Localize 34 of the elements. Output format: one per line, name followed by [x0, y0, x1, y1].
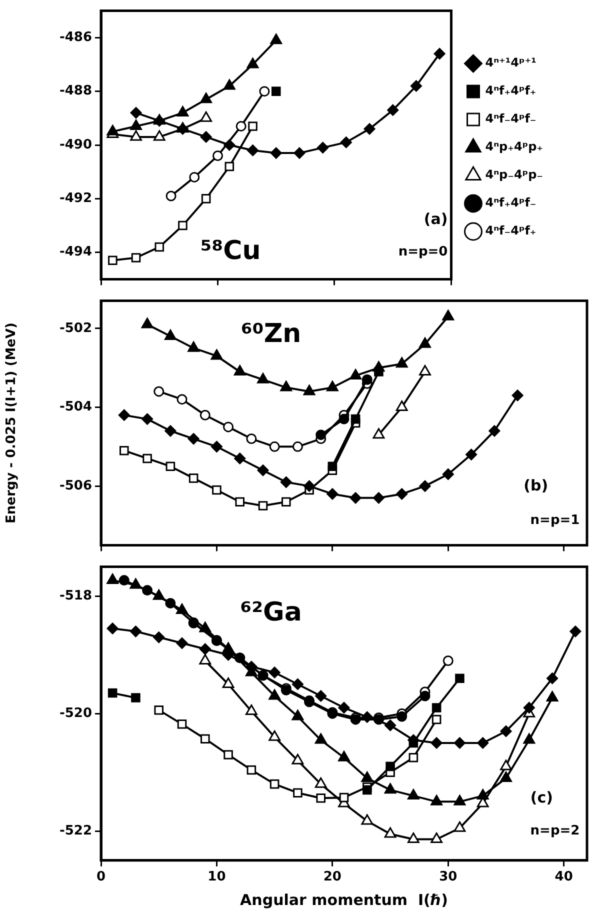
legend-label: 4ⁿp₊4ᵖp₊: [485, 140, 544, 154]
x-tick-label: 0: [96, 870, 106, 885]
y-tick-label: -504: [59, 400, 92, 415]
annotation: n=p=2: [530, 823, 580, 838]
y-tick-label: -492: [59, 191, 92, 206]
x-tick-label: 20: [323, 870, 342, 885]
legend-label: 4ⁿf₋4ᵖf₊: [485, 224, 536, 238]
legend-label: 4ⁿf₊4ᵖf₋: [485, 196, 536, 210]
legend-label: 4ⁿ⁺¹4ᵖ⁺¹: [485, 56, 536, 70]
annotation: n=p=1: [530, 513, 580, 528]
y-tick-label: -486: [59, 30, 92, 46]
annotation: ⁶²Ga: [240, 598, 302, 628]
x-axis-title: Angular momentum I(ℏ): [240, 890, 448, 909]
annotation: (b): [524, 476, 548, 494]
annotation: (c): [530, 788, 553, 807]
y-tick-label: -518: [59, 588, 92, 604]
y-axis-title: Energy - 0.025 I(I+1) (MeV): [4, 322, 20, 524]
y-tick-label: -494: [59, 244, 92, 260]
y-tick-label: -490: [59, 137, 92, 152]
annotation: (a): [424, 210, 448, 228]
y-tick-label: -488: [59, 84, 92, 99]
annotation: n=p=0: [398, 244, 448, 260]
annotation: ⁶⁰Zn: [241, 318, 302, 349]
x-tick-label: 10: [208, 870, 226, 885]
annotation: ⁵⁸Cu: [200, 236, 261, 266]
x-tick-label: 30: [439, 870, 458, 885]
legend-label: 4ⁿf₋4ᵖf₋: [485, 112, 536, 126]
y-tick-label: -520: [59, 706, 92, 721]
x-tick-label: 40: [554, 870, 573, 885]
y-tick-label: -522: [59, 823, 92, 838]
legend-label: 4ⁿp₋4ᵖp₋: [485, 168, 544, 182]
legend-label: 4ⁿf₊4ᵖf₊: [485, 84, 536, 98]
y-tick-label: -502: [59, 320, 92, 336]
y-tick-label: -506: [59, 478, 92, 494]
